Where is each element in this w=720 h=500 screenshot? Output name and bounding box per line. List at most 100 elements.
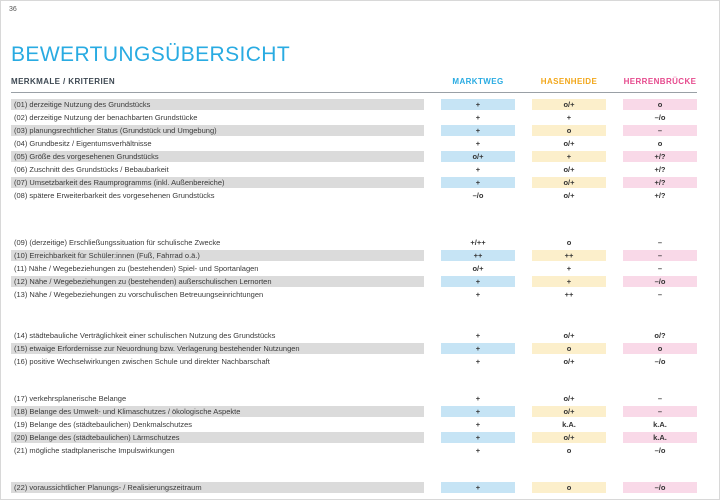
rating-cell: + [441, 276, 515, 287]
rating-cell: + [566, 264, 572, 273]
rating-cell: o/+ [563, 331, 575, 340]
rating-cell: +/? [654, 191, 666, 200]
rating-cell: o/+ [563, 394, 575, 403]
criteria-label: (10) Erreichbarkeit für Schüler:innen (F… [11, 250, 424, 261]
rating-cell: k.A. [623, 432, 697, 443]
column-header-hasenheide: HASENHEIDE [540, 77, 598, 86]
rating-cell: o/+ [563, 139, 575, 148]
rating-cell: + [475, 394, 481, 403]
rating-cell: o [532, 482, 606, 493]
rating-cell: o [623, 99, 697, 110]
criteria-label: (13) Nähe / Wegebeziehungen zu vorschuli… [14, 290, 264, 299]
rating-cell: +/++ [470, 238, 486, 247]
evaluation-table: MERKMALE / KRITERIEN MARKTWEG HASENHEIDE… [11, 77, 697, 495]
criteria-label: (14) städtebauliche Verträglichkeit eine… [14, 331, 276, 340]
criteria-label: (15) etwaige Erfordernisse zur Neuordnun… [11, 343, 424, 354]
rating-cell: k.A. [562, 420, 576, 429]
criteria-label: (16) positive Wechselwirkungen zwischen … [14, 357, 270, 366]
criteria-row: (21) mögliche stadtplanerische Impulswir… [11, 445, 697, 456]
criteria-row: (20) Belange des (städtebaulichen) Lärms… [11, 432, 697, 443]
rating-cell: o/+ [532, 99, 606, 110]
rating-cell: + [475, 165, 481, 174]
section-gap [11, 203, 697, 237]
rating-cell: + [475, 113, 481, 122]
criteria-label: (02) derzeitige Nutzung der benachbarten… [14, 113, 198, 122]
rating-cell: k.A. [653, 420, 667, 429]
rating-cell: + [475, 331, 481, 340]
criteria-row: (22) voraussichtlicher Planungs- / Reali… [11, 482, 697, 493]
rating-cell: + [475, 420, 481, 429]
criteria-row: (10) Erreichbarkeit für Schüler:innen (F… [11, 250, 697, 261]
rating-cell: + [532, 151, 606, 162]
section-gap [11, 302, 697, 330]
criteria-label: (11) Nähe / Wegebeziehungen zu (bestehen… [14, 264, 259, 273]
page-title: BEWERTUNGSÜBERSICHT [11, 43, 291, 66]
rating-cell: + [441, 432, 515, 443]
rating-cell: o/+ [563, 191, 575, 200]
rating-cell: – [623, 125, 697, 136]
criteria-row: (04) Grundbesitz / Eigentumsverhältnisse… [11, 138, 697, 149]
rating-cell: o/? [654, 331, 666, 340]
rating-cell: + [441, 177, 515, 188]
rating-cell: –/o [654, 357, 666, 366]
criteria-label: (09) (derzeitige) Erschließungssituation… [14, 238, 221, 247]
rating-cell: + [441, 99, 515, 110]
criteria-row: (13) Nähe / Wegebeziehungen zu vorschuli… [11, 289, 697, 300]
criteria-row: (06) Zuschnitt des Grundstücks / Bebauba… [11, 164, 697, 175]
rating-cell: o/+ [441, 151, 515, 162]
rating-cell: – [657, 394, 663, 403]
rating-cell: –/o [623, 276, 697, 287]
table-header: MERKMALE / KRITERIEN MARKTWEG HASENHEIDE… [11, 77, 697, 93]
criteria-label: (12) Nähe / Wegebeziehungen zu (bestehen… [11, 276, 424, 287]
rating-cell: o/+ [532, 432, 606, 443]
rating-cell: + [475, 446, 481, 455]
criteria-label: (17) verkehrsplanerische Belange [14, 394, 127, 403]
criteria-label: (19) Belange des (städtebaulichen) Denkm… [14, 420, 193, 429]
rating-cell: + [441, 406, 515, 417]
rating-cell: – [657, 290, 663, 299]
table-body: (01) derzeitige Nutzung des Grundstücks +… [11, 99, 697, 493]
criteria-label: (01) derzeitige Nutzung des Grundstücks [11, 99, 424, 110]
criteria-label: (20) Belange des (städtebaulichen) Lärms… [11, 432, 424, 443]
rating-cell: o/+ [563, 357, 575, 366]
rating-cell: + [441, 482, 515, 493]
criteria-row: (14) städtebauliche Verträglichkeit eine… [11, 330, 697, 341]
criteria-row: (08) spätere Erweiterbarkeit des vorgese… [11, 190, 697, 201]
rating-cell: –/o [472, 191, 484, 200]
criteria-column-header: MERKMALE / KRITERIEN [11, 77, 115, 86]
rating-cell: o [532, 343, 606, 354]
criteria-label: (06) Zuschnitt des Grundstücks / Bebauba… [14, 165, 169, 174]
criteria-row: (07) Umsetzbarkeit des Raumprogramms (in… [11, 177, 697, 188]
rating-cell: o/+ [472, 264, 484, 273]
rating-cell: – [657, 264, 663, 273]
criteria-label: (04) Grundbesitz / Eigentumsverhältnisse [14, 139, 152, 148]
criteria-row: (11) Nähe / Wegebeziehungen zu (bestehen… [11, 263, 697, 274]
rating-cell: – [657, 238, 663, 247]
criteria-label: (08) spätere Erweiterbarkeit des vorgese… [14, 191, 215, 200]
criteria-label: (07) Umsetzbarkeit des Raumprogramms (in… [11, 177, 424, 188]
rating-cell: – [623, 250, 697, 261]
rating-cell: + [475, 139, 481, 148]
rating-cell: o [566, 446, 572, 455]
rating-cell: ++ [441, 250, 515, 261]
criteria-label: (21) mögliche stadtplanerische Impulswir… [14, 446, 175, 455]
rating-cell: +/? [623, 177, 697, 188]
rating-cell: o [623, 343, 697, 354]
rating-cell: ++ [532, 250, 606, 261]
rating-cell: + [566, 113, 572, 122]
rating-cell: + [475, 290, 481, 299]
criteria-label: (22) voraussichtlicher Planungs- / Reali… [11, 482, 424, 493]
criteria-row: (16) positive Wechselwirkungen zwischen … [11, 356, 697, 367]
rating-cell: + [441, 125, 515, 136]
criteria-row: (18) Belange des Umwelt- und Klimaschutz… [11, 406, 697, 417]
rating-cell: +/? [623, 151, 697, 162]
criteria-label: (05) Größe des vorgesehenen Grundstücks [11, 151, 424, 162]
rating-cell: +/? [654, 165, 666, 174]
criteria-label: (18) Belange des Umwelt- und Klimaschutz… [11, 406, 424, 417]
rating-cell: –/o [654, 446, 666, 455]
rating-cell: ++ [564, 290, 574, 299]
criteria-row: (17) verkehrsplanerische Belange + o/+ – [11, 393, 697, 404]
rating-cell: o/+ [532, 177, 606, 188]
criteria-row: (09) (derzeitige) Erschließungssituation… [11, 237, 697, 248]
